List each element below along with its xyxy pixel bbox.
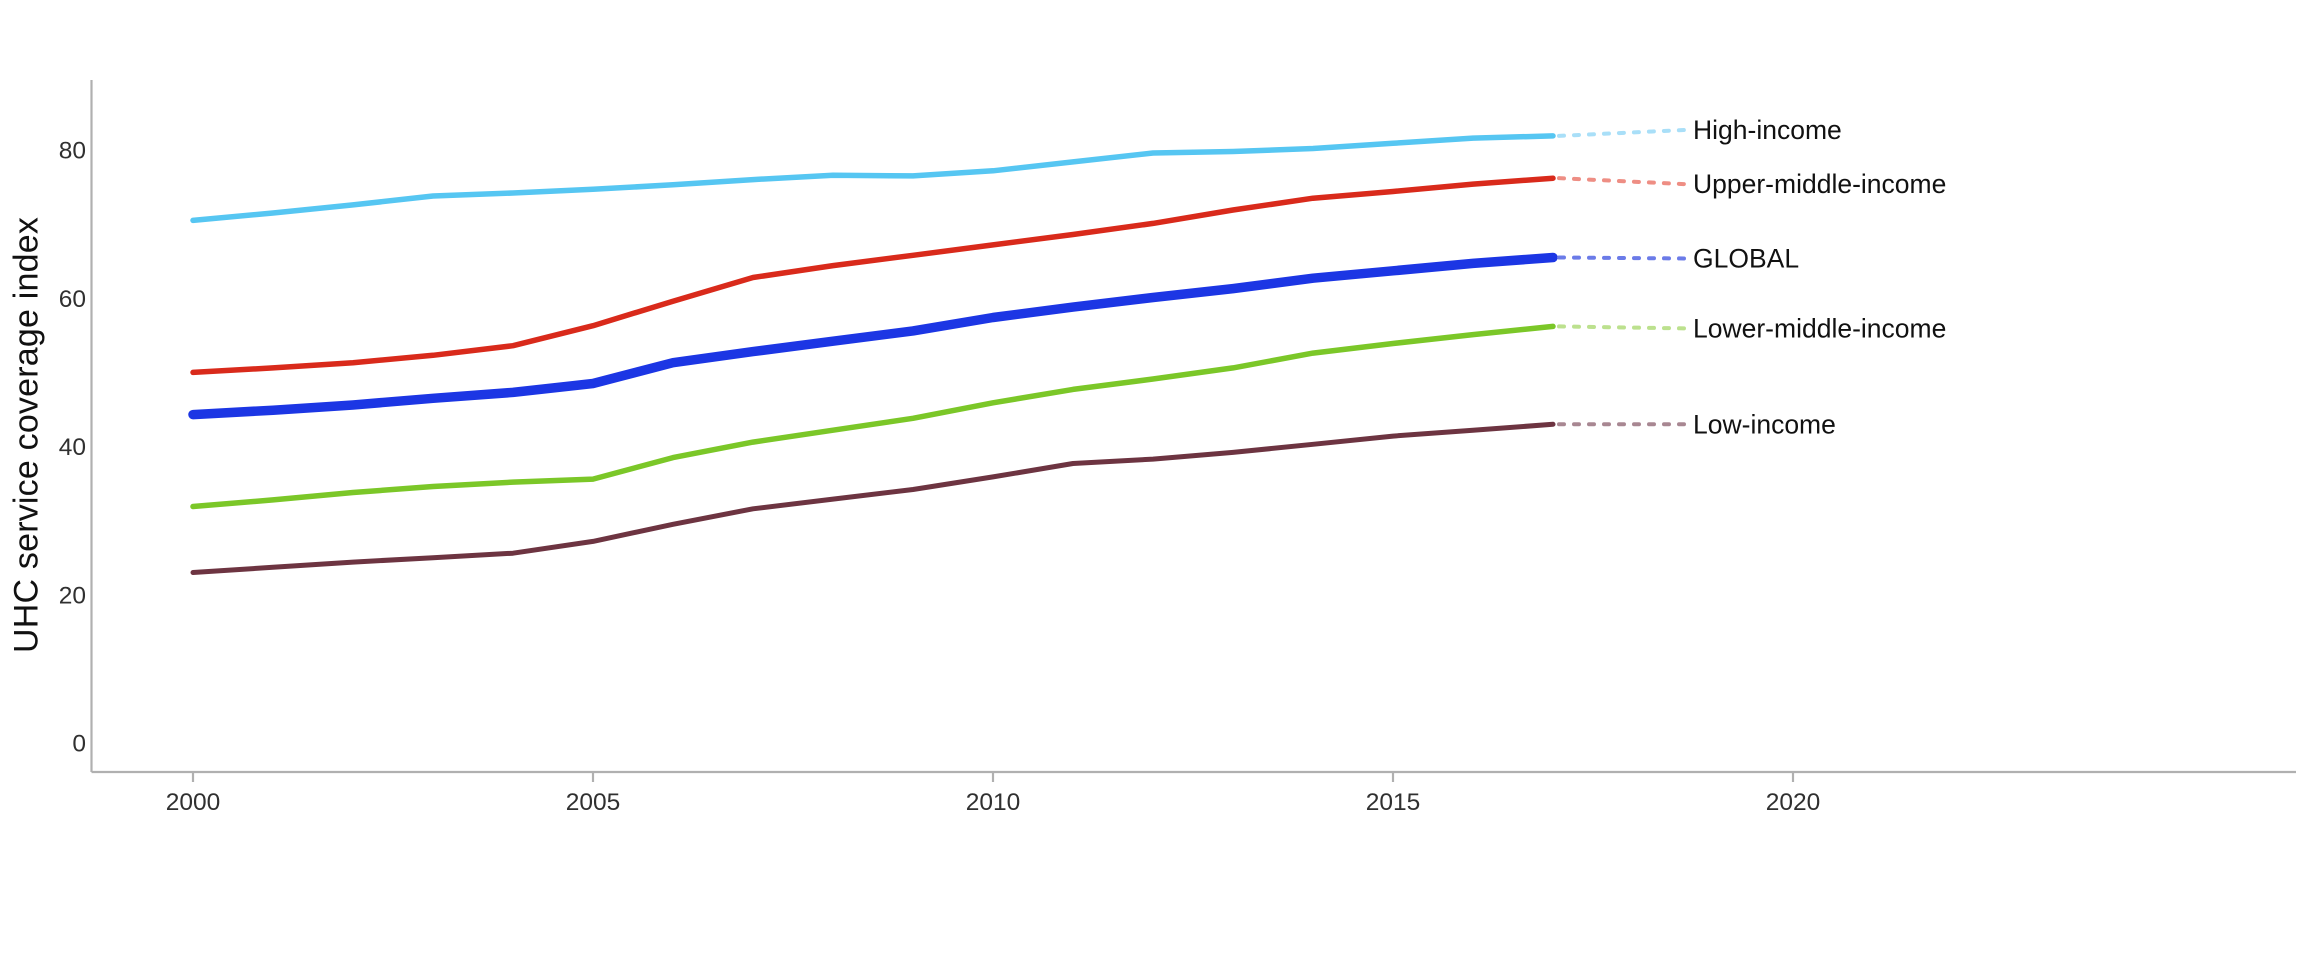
series-line-lower-middle-income [190,323,1556,510]
series-label-high-income: High-income [1693,115,1842,145]
series-line-global [188,252,1558,420]
series-label-low-income: Low-income [1693,409,1836,439]
leader-line-lower-middle-income [1557,324,1688,331]
x-tick-label-2015: 2015 [1366,789,1421,816]
leader-lines-layer [1557,127,1688,427]
x-tick-label-2000: 2000 [166,789,221,816]
direct-labels-layer: High-income Upper-middle-income GLOBAL Lowe… [1693,115,1946,439]
series-label-upper-middle-income: Upper-middle-income [1693,169,1946,199]
series-label-lower-middle-income: Lower-middle-income [1693,313,1946,343]
y-tick-label-0: 0 [72,731,86,758]
leader-line-high-income [1557,127,1688,138]
y-tick-label-40: 40 [59,434,86,461]
y-tick-label-60: 60 [59,286,86,313]
y-tick-label-80: 80 [59,138,86,165]
axes-layer: 2000 2005 2010 2015 2020 0 20 40 60 80 [59,80,2296,816]
series-lines-layer [188,133,1558,575]
y-tick-label-20: 20 [59,582,86,609]
x-tick-label-2005: 2005 [566,789,621,816]
x-tick-label-2020: 2020 [1766,789,1821,816]
series-label-global: GLOBAL [1693,243,1799,273]
x-tick-label-2010: 2010 [966,789,1021,816]
leader-line-global [1557,255,1688,261]
series-line-high-income [190,133,1556,224]
leader-line-upper-middle-income [1557,176,1688,187]
series-line-upper-middle-income [190,175,1556,376]
series-line-low-income [190,421,1556,575]
